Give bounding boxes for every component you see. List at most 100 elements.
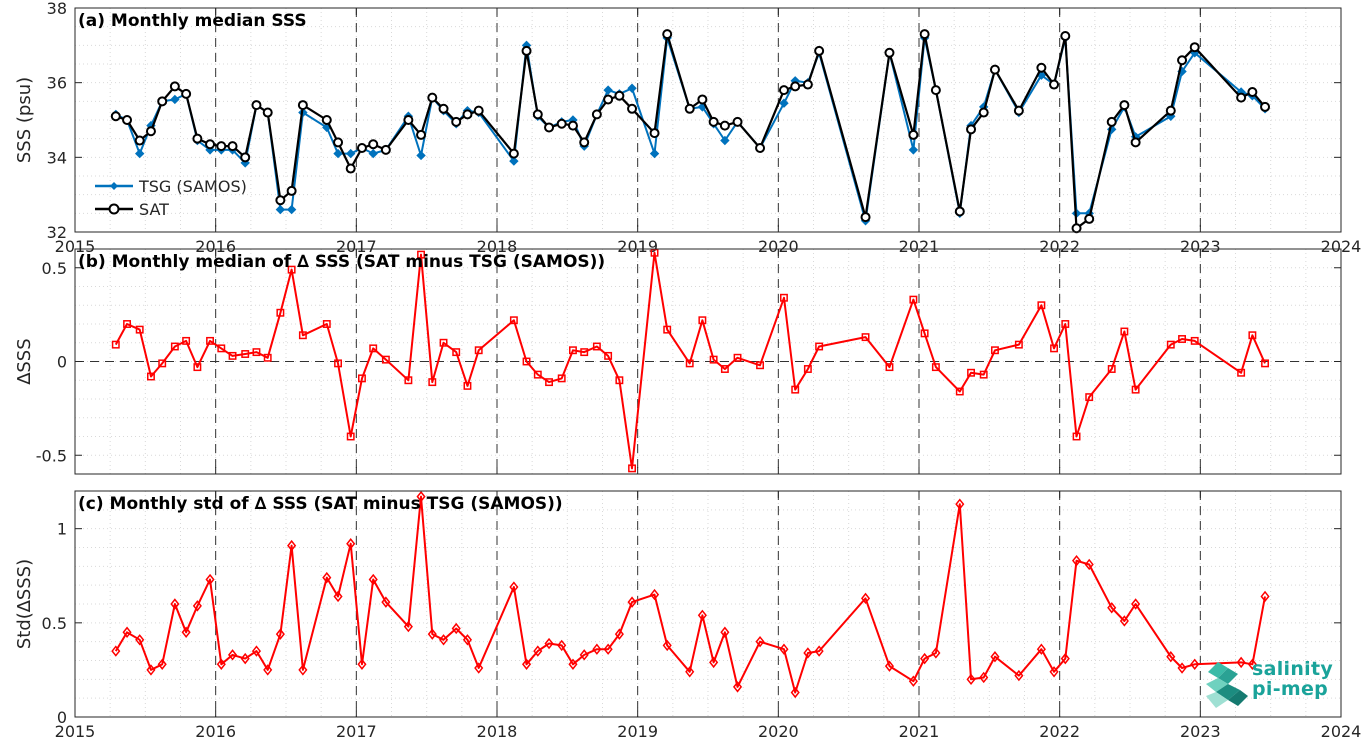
sat-point (1177, 55, 1188, 66)
panel-c-grid (74, 490, 1342, 718)
std-delta-point (908, 675, 918, 687)
panel-c-series (111, 490, 1270, 699)
sat-point (473, 105, 484, 116)
panel-c: 2015 2016 2017 2018 2019 2020 2021 2022 2023 2024… (14, 490, 1361, 741)
panel-c-year-lines (215, 491, 1201, 717)
median-delta-point (1237, 368, 1246, 377)
sat-point (567, 120, 578, 131)
median-delta-point (920, 329, 929, 338)
median-delta-point (135, 325, 144, 334)
sat-point (697, 94, 708, 105)
std-delta-point (884, 660, 895, 672)
median-delta-point (803, 365, 812, 373)
median-delta-point (298, 331, 307, 340)
median-delta-point (252, 348, 261, 357)
sat-point (814, 45, 825, 56)
panel-b-title: (b) Monthly median of ∆ SSS (SAT minus T… (78, 252, 605, 272)
std-delta-point (1131, 598, 1141, 610)
sat-point (802, 79, 813, 90)
sat-point (169, 81, 180, 92)
median-delta-point (428, 378, 437, 387)
median-delta-point (698, 316, 707, 325)
x-tick-label: 2019 (617, 722, 658, 741)
median-delta-point (1072, 432, 1081, 441)
median-delta-point (509, 316, 518, 325)
sat-point (1036, 62, 1047, 73)
y-tick-label: 1 (57, 520, 67, 539)
tsg-point (603, 85, 613, 95)
sat-point (416, 129, 427, 140)
median-delta-point (604, 351, 613, 360)
median-delta-point (404, 376, 413, 385)
sat-point (1071, 223, 1082, 234)
std-delta-point (240, 652, 250, 665)
median-delta-point (123, 320, 131, 328)
panel-a-ticks: 2015 2016 2017 2018 2019 2020 2021 2022 2023 2024… (47, 0, 1362, 256)
sat-point (251, 100, 262, 111)
y-tick-label: -0.5 (36, 446, 67, 465)
sat-point (380, 144, 391, 155)
sat-point (403, 115, 414, 125)
median-delta-point (1061, 320, 1070, 328)
median-delta-point (334, 359, 342, 368)
std-delta-point (275, 628, 285, 640)
sat-point (368, 139, 379, 150)
std-delta-point (814, 645, 824, 657)
panel-a-grid (74, 7, 1342, 233)
std-delta-point (685, 666, 695, 678)
sat-point (978, 107, 989, 118)
sat-point (321, 115, 332, 125)
std-delta-point (1260, 590, 1270, 603)
median-delta-point (557, 374, 566, 383)
sat-point (145, 126, 156, 137)
sat-point (1049, 79, 1060, 90)
sat-point (662, 29, 673, 40)
sat-point (860, 212, 871, 223)
sat-point (181, 88, 192, 99)
sat-point (556, 118, 567, 129)
std-delta-point (860, 592, 871, 605)
median-delta-point (780, 293, 788, 302)
sat-point (649, 128, 660, 139)
sat-point (1236, 92, 1247, 103)
median-delta-point (628, 464, 636, 473)
std-delta-point (322, 571, 332, 584)
median-delta-point (861, 333, 870, 342)
std-delta-point (614, 628, 624, 640)
std-delta-point (287, 539, 297, 552)
sat-point (205, 139, 216, 150)
median-delta-point (158, 359, 167, 368)
sat-point (1106, 116, 1117, 127)
x-tick-label: 2017 (336, 237, 377, 256)
tsg-point (134, 148, 145, 159)
panel-a-legend: TSG (SAMOS) SAT (95, 177, 247, 219)
std-delta-point (438, 634, 449, 646)
sat-point (954, 206, 965, 217)
x-tick-label: 2016 (195, 237, 236, 256)
sat-point (427, 92, 438, 103)
sat-point (532, 109, 543, 120)
std-delta-point (381, 596, 391, 608)
sat-point (989, 64, 1000, 75)
median-delta-point (955, 387, 964, 396)
delta-sss-line (114, 495, 1266, 694)
sat-point (966, 124, 977, 135)
std-delta-point (544, 637, 554, 650)
logo-text-pi-mep: pi-mep (1252, 678, 1329, 700)
x-tick-label: 2018 (477, 237, 518, 256)
panel-a-year-lines (215, 8, 1201, 232)
std-delta-point (779, 643, 789, 655)
sat-point (216, 141, 227, 152)
std-delta-point (521, 658, 532, 670)
x-tick-label: 2017 (336, 722, 377, 741)
y-tick-label: 0.5 (42, 259, 67, 278)
std-delta-point (227, 649, 238, 661)
legend-sat-label: SAT (139, 200, 169, 219)
y-tick-label: 32 (47, 223, 67, 242)
panel-c-ticks: 2015 2016 2017 2018 2019 2020 2021 2022 2023 2024… (42, 491, 1361, 741)
std-delta-point (357, 658, 367, 670)
median-delta-point (1120, 327, 1129, 336)
x-tick-label: 2021 (899, 722, 940, 741)
std-delta-point (979, 671, 989, 684)
